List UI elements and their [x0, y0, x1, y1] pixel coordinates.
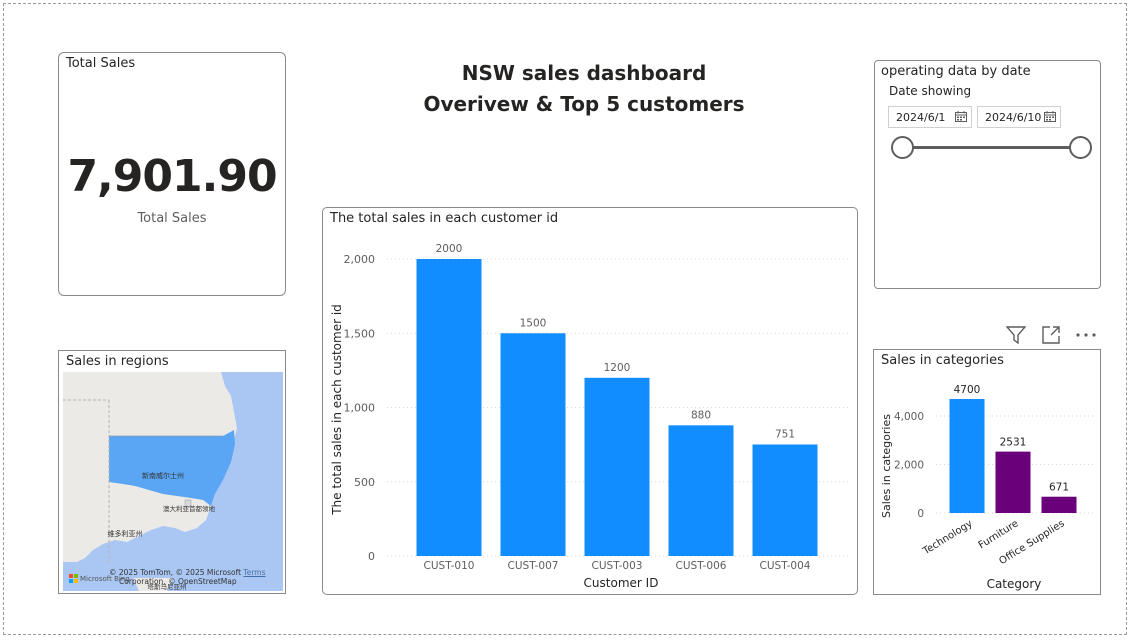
microsoft-logo: Microsoft Bing: [69, 574, 130, 583]
data-label: 880: [691, 409, 711, 421]
data-label: 2531: [1000, 437, 1027, 449]
map-credit-line1: © 2025 TomTom, © 2025 Microsoft: [109, 568, 242, 577]
visual-toolbar: [1005, 325, 1097, 345]
map-graphic: 新南威尔士州 澳大利亚首都领地 维多利亚州 塔斯马尼亚州: [63, 372, 283, 591]
map-credit-line2[interactable]: Corporation, © OpenStreetMap: [119, 577, 237, 586]
more-options-icon[interactable]: [1075, 325, 1097, 345]
card-title: Total Sales: [66, 56, 136, 71]
y-tick-label: 1,000: [344, 402, 376, 415]
y-tick-label: 2,000: [894, 459, 924, 471]
data-label: 671: [1049, 482, 1069, 494]
y-tick-label: 1,500: [344, 327, 376, 340]
y-axis-label: The total sales in each customer id: [330, 304, 344, 516]
bar: [668, 425, 734, 556]
region-label: 塔斯马尼亚州: [148, 582, 187, 591]
customer-sales-chart[interactable]: The total sales in each customer id 0 500…: [322, 207, 858, 595]
x-axis-label: Customer ID: [584, 576, 659, 590]
region-label: 维多利亚州: [108, 529, 143, 538]
data-label: 1500: [520, 317, 547, 329]
bar: [752, 444, 818, 556]
dashboard-title-line1: NSW sales dashboard: [461, 61, 707, 85]
dashboard-title-line2: Overivew & Top 5 customers: [423, 92, 745, 116]
bar: [416, 259, 482, 556]
map-terms-link[interactable]: Terms: [243, 568, 266, 577]
y-tick-label: 2,000: [344, 253, 376, 266]
data-label: 751: [775, 428, 795, 440]
customer-sales-plot: 0 500 1,000 1,500 2,000 2000 CUST-010 1500 CUST-…: [330, 243, 851, 590]
x-axis-label: Category: [987, 577, 1042, 591]
end-date-input[interactable]: 2024/6/10: [977, 106, 1061, 128]
data-label: 1200: [604, 362, 631, 374]
data-label: 4700: [954, 384, 981, 396]
sales-in-regions-map[interactable]: Sales in regions 新南威尔士州 澳大利亚首都领地 维多利亚州 塔…: [58, 350, 286, 594]
y-tick-label: 0: [917, 508, 924, 520]
map-logo-text: Microsoft Bing: [80, 574, 130, 583]
bar: [949, 399, 985, 513]
start-date-input[interactable]: 2024/6/1: [888, 106, 972, 128]
bar: [995, 451, 1031, 513]
x-tick-label: CUST-010: [424, 560, 475, 572]
chart-title: Sales in categories: [881, 353, 1004, 368]
y-axis-label: Sales in categories: [880, 414, 893, 518]
sales-in-categories-chart[interactable]: Sales in categories 0 2,000 4,000 4700 Techn…: [873, 349, 1101, 595]
x-tick-label: Technology: [920, 518, 974, 558]
bar: [1041, 496, 1077, 513]
report-canvas: [3, 3, 1127, 635]
filter-icon[interactable]: [1005, 325, 1027, 345]
dashboard-title: NSW sales dashboard Overivew & Top 5 cus…: [400, 58, 768, 120]
kpi-label: Total Sales: [137, 211, 207, 226]
data-label: 2000: [436, 243, 463, 255]
calendar-icon[interactable]: [955, 111, 967, 122]
bar: [584, 377, 650, 556]
focus-mode-icon[interactable]: [1041, 325, 1061, 345]
end-date-handle[interactable]: [1069, 136, 1092, 159]
end-date-value: 2024/6/10: [985, 111, 1042, 124]
microsoft-logo-icon: [69, 574, 78, 583]
start-date-value: 2024/6/1: [896, 111, 946, 124]
x-tick-label: CUST-006: [676, 560, 727, 572]
y-tick-label: 500: [354, 476, 375, 489]
date-slicer[interactable]: operating data by date Date showing 2024…: [874, 60, 1101, 289]
total-sales-card[interactable]: Total Sales 7,901.90 Total Sales: [58, 52, 286, 296]
x-tick-label: CUST-007: [508, 560, 559, 572]
category-sales-plot: 02,0004,0004700Technology2531Furniture67…: [880, 384, 1096, 591]
kpi-value: 7,901.90: [67, 151, 277, 202]
map-credits: © 2025 TomTom, © 2025 Microsoft Terms Co…: [109, 568, 266, 586]
region-label: 澳大利亚首都领地: [163, 504, 216, 513]
x-tick-label: CUST-004: [760, 560, 811, 572]
map-title: Sales in regions: [66, 354, 169, 369]
x-tick-label: CUST-003: [592, 560, 643, 572]
bar: [500, 333, 566, 556]
slicer-title: operating data by date: [881, 64, 1031, 79]
map-canvas[interactable]: 新南威尔士州 澳大利亚首都领地 维多利亚州 塔斯马尼亚州 Microsoft B…: [63, 372, 283, 591]
date-range-track[interactable]: [903, 146, 1081, 149]
calendar-icon[interactable]: [1044, 111, 1056, 122]
slicer-header: Date showing: [889, 84, 972, 98]
y-tick-label: 0: [368, 550, 375, 563]
chart-title: The total sales in each customer id: [330, 211, 559, 226]
start-date-handle[interactable]: [891, 136, 914, 159]
y-tick-label: 4,000: [894, 411, 924, 423]
region-label: 新南威尔士州: [142, 471, 184, 480]
